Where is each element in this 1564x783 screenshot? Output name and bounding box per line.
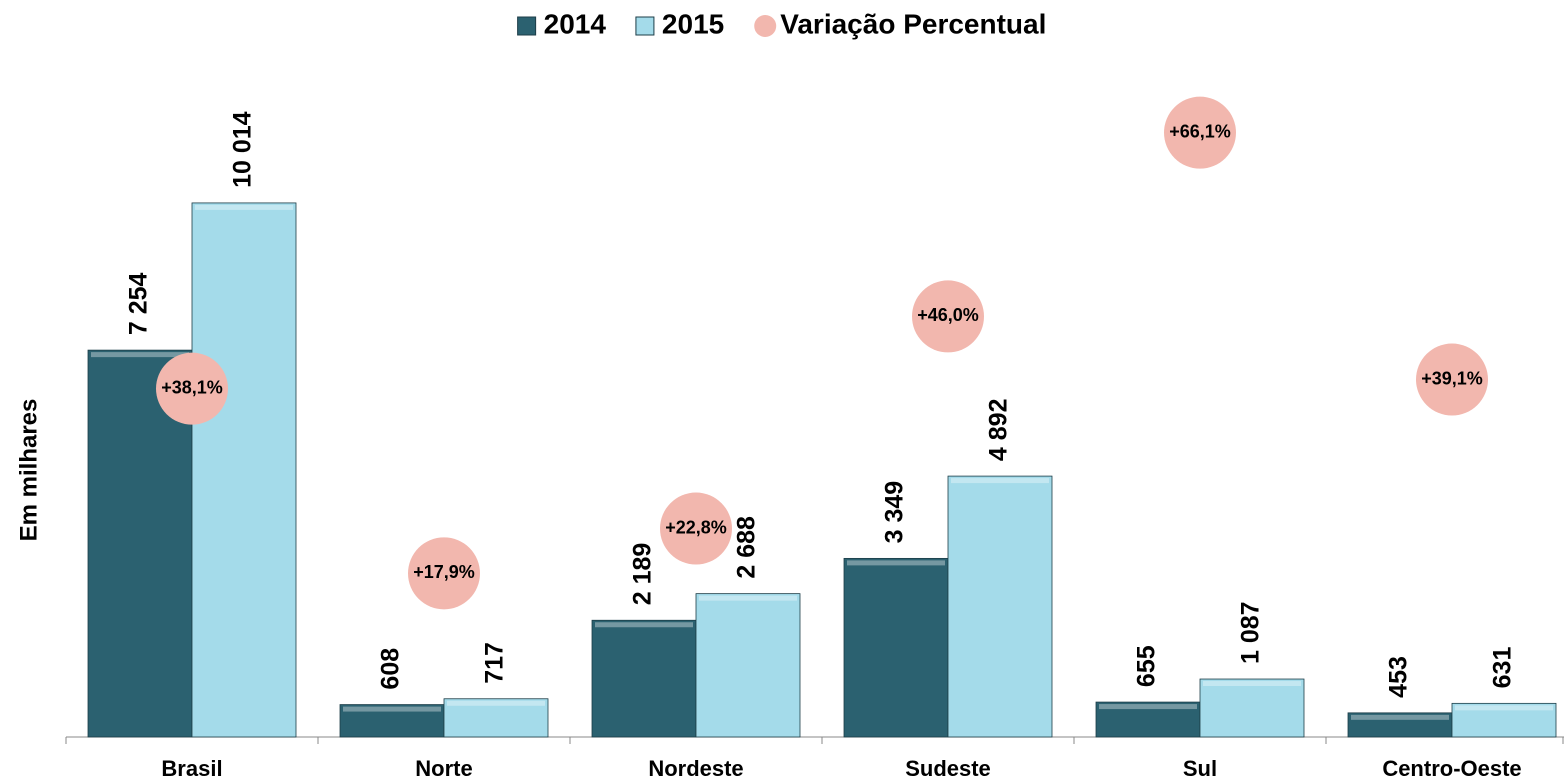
x-tick-label: Nordeste xyxy=(648,756,743,781)
bar-bevel xyxy=(951,478,1049,484)
point xyxy=(408,537,480,610)
bar-bevel xyxy=(91,352,189,358)
data-label: +66,1% xyxy=(1169,121,1231,141)
bar xyxy=(339,704,445,738)
bar-bevel xyxy=(699,595,797,601)
data-label: 655 xyxy=(1133,645,1161,687)
bar-bevel xyxy=(1455,705,1553,711)
bar xyxy=(1199,678,1305,738)
x-tick-label: Sudeste xyxy=(905,756,991,781)
bar xyxy=(191,202,297,738)
bar-bevel xyxy=(1203,681,1301,687)
bar xyxy=(947,475,1053,738)
data-label: 2 189 xyxy=(629,543,657,606)
y-axis-label: Em milhares xyxy=(15,399,42,542)
x-tick-label: Centro-Oeste xyxy=(1382,756,1521,781)
point xyxy=(1416,343,1488,416)
data-label: 453 xyxy=(1385,656,1413,698)
bar xyxy=(695,593,801,738)
legend-label: 2015 xyxy=(662,8,724,39)
data-label: 3 349 xyxy=(881,481,909,544)
legend-marker xyxy=(635,16,655,36)
point xyxy=(912,280,984,353)
legend-label: 2014 xyxy=(544,8,607,39)
data-label: 631 xyxy=(1489,647,1517,689)
bar-bevel xyxy=(1099,704,1197,710)
bar-bevel xyxy=(343,706,441,712)
data-label: 4 892 xyxy=(985,399,1013,462)
x-tick-label: Norte xyxy=(415,756,472,781)
bar-bevel xyxy=(595,622,693,628)
data-label: +46,0% xyxy=(917,305,979,325)
x-tick-label: Sul xyxy=(1183,756,1217,781)
bar xyxy=(843,557,949,738)
bar xyxy=(443,698,549,738)
bar-bevel xyxy=(1351,714,1449,720)
bar-bevel xyxy=(447,700,545,706)
point xyxy=(1164,96,1236,169)
legend-marker xyxy=(517,16,537,36)
bar xyxy=(591,619,697,738)
data-label: 7 254 xyxy=(125,272,153,335)
x-tick-label: Brasil xyxy=(161,756,222,781)
bar-bevel xyxy=(847,560,945,566)
bar xyxy=(1451,702,1557,738)
data-label: 717 xyxy=(481,642,509,684)
bar-bevel xyxy=(195,204,293,210)
point xyxy=(660,492,732,565)
legend-label: Variação Percentual xyxy=(780,8,1046,39)
data-label: 1 087 xyxy=(1237,601,1265,664)
legend-marker xyxy=(754,15,777,37)
data-label: +38,1% xyxy=(161,377,223,397)
point xyxy=(156,352,228,425)
data-label: 2 688 xyxy=(733,516,761,579)
data-label: 608 xyxy=(377,648,405,690)
data-label: +17,9% xyxy=(413,562,475,582)
data-label: +22,8% xyxy=(665,517,727,537)
data-label: +39,1% xyxy=(1421,368,1483,388)
data-label: 10 014 xyxy=(229,111,257,188)
